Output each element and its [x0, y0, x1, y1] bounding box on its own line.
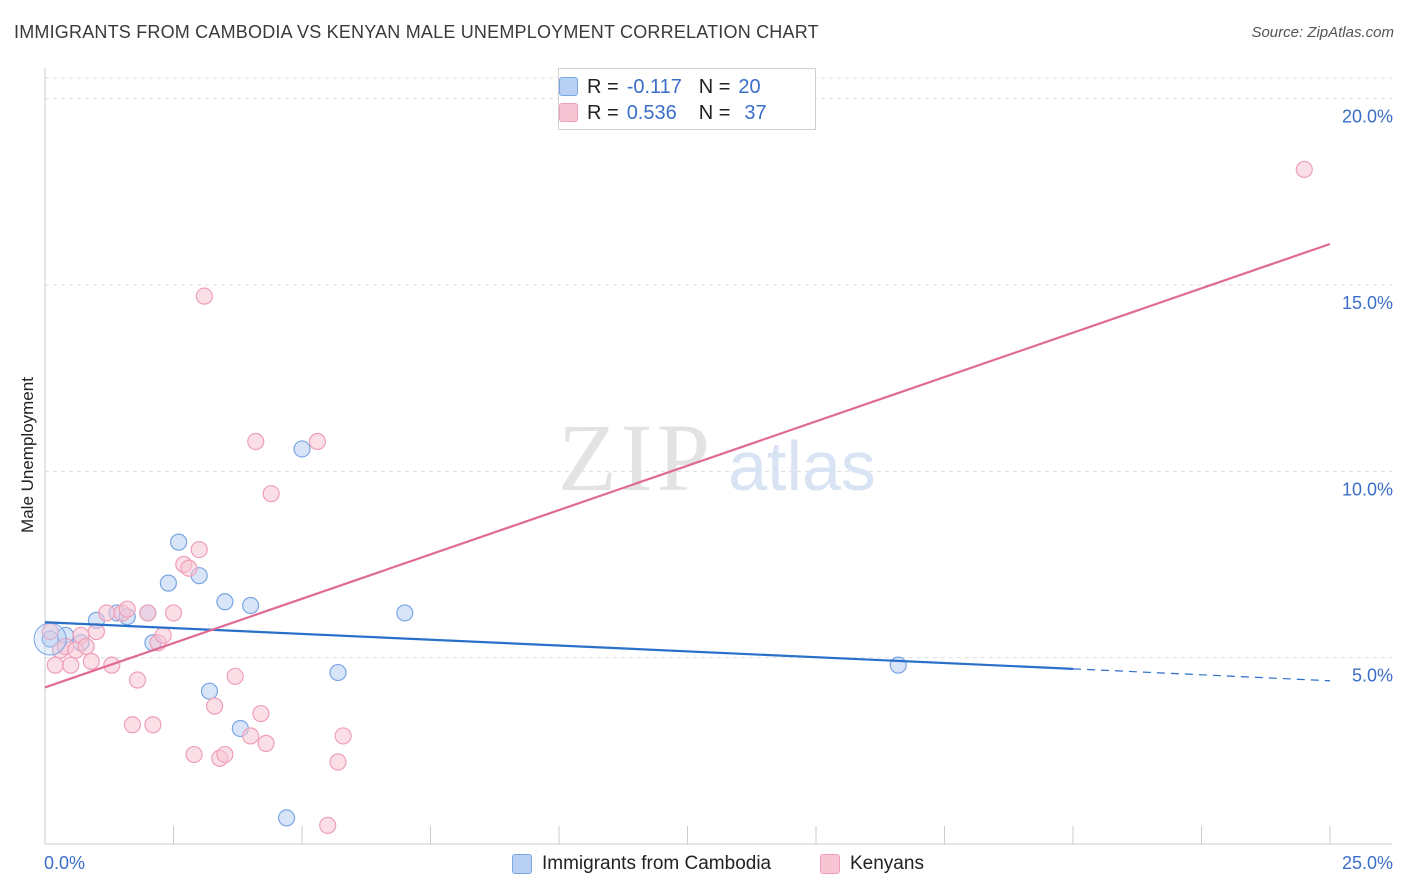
kenyans-point	[139, 604, 157, 622]
cambodia-point	[889, 656, 907, 674]
y-tick-label: 5.0%	[1352, 666, 1393, 686]
kenyans-point	[195, 287, 213, 305]
watermark: ZIP atlas	[558, 404, 876, 511]
watermark-atlas: atlas	[728, 427, 876, 505]
cambodia-point	[200, 682, 219, 700]
legend-n-value: 20	[738, 75, 761, 98]
kenyans-point	[334, 727, 352, 745]
correlation-legend: R = -0.117 N = 20 R = 0.536 N = 37	[558, 68, 816, 130]
kenyans-trend-line	[44, 242, 1331, 689]
legend-n-label: N =	[698, 101, 731, 124]
kenyans-point	[247, 432, 265, 451]
kenyans-point	[1295, 160, 1313, 179]
x-tick-label: 25.0%	[1342, 853, 1393, 873]
kenyans-point	[185, 745, 203, 764]
kenyans-point	[308, 432, 327, 451]
y-tick-label: 20.0%	[1342, 107, 1393, 127]
kenyans-point	[118, 600, 136, 618]
kenyans-point	[62, 656, 80, 674]
axes	[44, 68, 1392, 845]
cambodia-point	[293, 440, 311, 458]
trend-lines	[44, 242, 1331, 689]
legend-row-kenyans: R = 0.536 N = 37	[559, 101, 767, 125]
legend-swatch-kenyans	[559, 103, 578, 122]
kenyans-point	[123, 716, 141, 734]
kenyans-point	[242, 727, 260, 745]
cambodia-point	[396, 604, 414, 622]
kenyans-point	[262, 485, 280, 503]
kenyans-point	[216, 745, 234, 764]
bottom-legend-swatch-kenyans	[820, 854, 840, 874]
kenyans-point	[252, 704, 270, 723]
cambodia-trend-extension	[1072, 668, 1331, 682]
tick-labels: 5.0% 10.0% 15.0% 20.0% 0.0% 25.0%	[44, 107, 1393, 873]
kenyans-point	[154, 626, 172, 644]
legend-r-value: 0.536	[626, 101, 677, 124]
legend-row-cambodia: R = -0.117 N = 20	[559, 75, 761, 99]
kenyans-point	[226, 667, 244, 685]
cambodia-point	[242, 596, 260, 615]
kenyans-point	[87, 622, 106, 641]
cambodia-point	[216, 593, 234, 611]
legend-swatch-cambodia	[559, 77, 578, 96]
kenyans-point	[206, 697, 224, 715]
kenyans-point	[144, 716, 162, 734]
kenyans-point	[329, 753, 347, 771]
bottom-legend-label-kenyans: Kenyans	[850, 853, 924, 874]
bottom-legend-kenyans: Kenyans	[820, 851, 924, 877]
kenyans-point	[77, 637, 95, 656]
watermark-zip: ZIP	[558, 404, 714, 511]
cambodia-point	[277, 809, 296, 827]
kenyans-point	[190, 540, 208, 559]
cambodia-point-cluster	[33, 622, 67, 656]
cambodia-point	[329, 663, 347, 682]
legend-n-value: 37	[744, 101, 767, 124]
legend-r-label: R =	[587, 75, 619, 98]
legend-n-label: N =	[698, 75, 731, 98]
y-tick-label: 15.0%	[1342, 293, 1393, 313]
legend-r-value: -0.117	[626, 75, 682, 98]
bottom-legend-cambodia: Immigrants from Cambodia	[512, 851, 771, 877]
kenyans-point	[82, 652, 100, 670]
bottom-legend-swatch-cambodia	[512, 854, 532, 874]
kenyans-point	[128, 671, 147, 689]
legend-r-label: R =	[587, 101, 619, 124]
chart-title: IMMIGRANTS FROM CAMBODIA VS KENYAN MALE …	[14, 22, 819, 42]
x-tick-label: 0.0%	[44, 853, 85, 873]
bottom-legend-label-cambodia: Immigrants from Cambodia	[542, 853, 772, 874]
cambodia-trend-line	[44, 621, 1074, 670]
kenyans-point	[319, 816, 337, 834]
cambodia-point	[159, 574, 177, 592]
kenyans-point	[164, 604, 183, 622]
kenyans-point	[46, 656, 64, 674]
y-axis-label: Male Unemployment	[18, 377, 37, 533]
gridlines	[45, 77, 1392, 659]
chart-source: Source: ZipAtlas.com	[1251, 24, 1394, 41]
cambodia-point	[170, 533, 188, 551]
kenyans-point	[98, 604, 116, 622]
kenyans-point	[180, 559, 198, 577]
y-tick-label: 10.0%	[1342, 479, 1393, 499]
kenyans-point	[257, 734, 275, 752]
